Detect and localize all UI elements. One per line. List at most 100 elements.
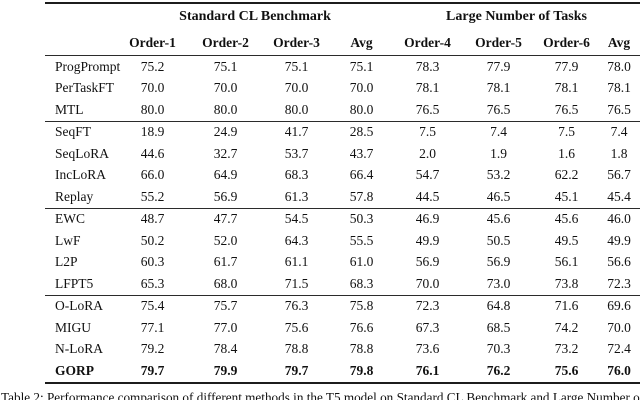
column-header-order-1: Order-1 xyxy=(129,35,176,50)
value-cell: 72.3 xyxy=(607,275,631,291)
table-row: IncLoRA 66.0 64.9 68.3 66.4 54.7 53.2 62.2 56.7 xyxy=(45,165,640,187)
table-header: Standard CL Benchmark Large Number of Ta… xyxy=(45,3,640,56)
column-header-order-6: Order-6 xyxy=(543,35,590,50)
method-cell: Replay xyxy=(55,188,94,204)
value-cell: 76.5 xyxy=(607,101,631,117)
value-cell: 7.5 xyxy=(419,124,436,140)
value-cell: 76.3 xyxy=(284,298,309,314)
value-cell: 68.3 xyxy=(349,275,374,291)
value-cell: 68.0 xyxy=(213,275,238,291)
value-cell: 64.3 xyxy=(284,232,309,248)
value-cell: 50.5 xyxy=(486,232,511,248)
table-row: SeqFT 18.9 24.9 41.7 28.5 7.5 7.4 7.5 7.4 xyxy=(45,121,640,143)
group-header-row: Standard CL Benchmark Large Number of Ta… xyxy=(45,3,640,28)
table-row: ProgPrompt 75.2 75.1 75.1 75.1 78.3 77.9 77.9 78… xyxy=(45,56,640,78)
value-cell: 65.3 xyxy=(140,275,165,291)
value-cell: 45.4 xyxy=(607,188,631,204)
value-cell: 67.3 xyxy=(415,319,440,335)
value-cell: 75.6 xyxy=(554,362,579,378)
value-cell: 55.5 xyxy=(349,232,374,248)
value-cell: 1.8 xyxy=(610,145,628,161)
value-cell: 75.2 xyxy=(140,58,165,74)
value-cell: 79.7 xyxy=(140,362,165,378)
method-cell: MTL xyxy=(55,101,84,117)
value-cell: 76.6 xyxy=(349,319,374,335)
value-cell: 44.5 xyxy=(415,188,440,204)
value-cell: 79.8 xyxy=(349,362,374,378)
value-cell: 71.6 xyxy=(554,298,579,314)
value-cell: 78.1 xyxy=(607,80,631,96)
value-cell: 55.2 xyxy=(140,188,165,204)
value-cell: 72.3 xyxy=(415,298,440,314)
table-row: Replay 55.2 56.9 61.3 57.8 44.5 46.5 45.1 45.4 xyxy=(45,186,640,208)
method-cell: GORP xyxy=(55,362,94,378)
value-cell: 46.0 xyxy=(607,211,631,227)
table-section: SeqFT 18.9 24.9 41.7 28.5 7.5 7.4 7.5 7.4 SeqLoRA… xyxy=(45,121,640,208)
value-cell: 57.8 xyxy=(349,188,374,204)
column-header-avg-1: Avg xyxy=(350,35,373,50)
value-cell: 56.1 xyxy=(554,254,579,270)
table-row: O-LoRA 75.4 75.7 76.3 75.8 72.3 64.8 71.6 69.6 xyxy=(45,295,640,317)
value-cell: 46.5 xyxy=(486,188,511,204)
value-cell: 78.4 xyxy=(213,341,238,357)
value-cell: 70.0 xyxy=(349,80,374,96)
value-cell: 61.1 xyxy=(284,254,309,270)
value-cell: 77.0 xyxy=(213,319,238,335)
value-cell: 71.5 xyxy=(284,275,309,291)
value-cell: 49.5 xyxy=(554,232,579,248)
value-cell: 76.2 xyxy=(486,362,511,378)
method-cell: IncLoRA xyxy=(55,167,106,183)
value-cell: 76.5 xyxy=(554,101,579,117)
method-cell: EWC xyxy=(55,211,85,227)
value-cell: 53.7 xyxy=(284,145,309,161)
corner-cell xyxy=(45,3,117,28)
value-cell: 80.0 xyxy=(349,101,374,117)
column-header-order-5: Order-5 xyxy=(475,35,522,50)
value-cell: 78.8 xyxy=(284,341,309,357)
table-row: GORP 79.7 79.9 79.7 79.8 76.1 76.2 75.6 76.0 xyxy=(45,360,640,383)
value-cell: 73.8 xyxy=(554,275,579,291)
value-cell: 79.9 xyxy=(213,362,238,378)
column-header-row: Order-1 Order-2 Order-3 Avg Order-4 Orde… xyxy=(45,28,640,56)
value-cell: 77.9 xyxy=(486,58,511,74)
method-cell: SeqFT xyxy=(55,124,92,140)
value-cell: 73.6 xyxy=(415,341,440,357)
value-cell: 80.0 xyxy=(140,101,165,117)
table-row: MTL 80.0 80.0 80.0 80.0 76.5 76.5 76.5 76.5 xyxy=(45,99,640,121)
method-cell: MIGU xyxy=(55,319,91,335)
group-header-standard-cl: Standard CL Benchmark xyxy=(179,9,331,24)
value-cell: 76.1 xyxy=(415,362,440,378)
value-cell: 56.9 xyxy=(213,188,238,204)
value-cell: 56.9 xyxy=(486,254,511,270)
table-section: O-LoRA 75.4 75.7 76.3 75.8 72.3 64.8 71.6 69.6 MI… xyxy=(45,295,640,383)
value-cell: 7.4 xyxy=(490,124,507,140)
results-table: Standard CL Benchmark Large Number of Ta… xyxy=(45,2,640,384)
value-cell: 61.7 xyxy=(213,254,238,270)
value-cell: 1.6 xyxy=(558,145,575,161)
value-cell: 78.0 xyxy=(607,58,631,74)
value-cell: 43.7 xyxy=(349,145,374,161)
value-cell: 50.2 xyxy=(140,232,165,248)
method-cell: N-LoRA xyxy=(55,341,103,357)
value-cell: 28.5 xyxy=(349,124,374,140)
value-cell: 54.5 xyxy=(284,211,309,227)
value-cell: 80.0 xyxy=(213,101,238,117)
value-cell: 62.2 xyxy=(554,167,579,183)
table-row: MIGU 77.1 77.0 75.6 76.6 67.3 68.5 74.2 70.0 xyxy=(45,317,640,339)
column-header-avg-2: Avg xyxy=(607,35,631,50)
value-cell: 75.1 xyxy=(349,58,374,74)
value-cell: 41.7 xyxy=(284,124,309,140)
table-row: EWC 48.7 47.7 54.5 50.3 46.9 45.6 45.6 46.0 xyxy=(45,208,640,230)
value-cell: 45.6 xyxy=(554,211,579,227)
method-cell: LFPT5 xyxy=(55,275,94,291)
value-cell: 50.3 xyxy=(349,211,374,227)
table-section: ProgPrompt 75.2 75.1 75.1 75.1 78.3 77.9 77.9 78… xyxy=(45,56,640,121)
table-section: EWC 48.7 47.7 54.5 50.3 46.9 45.6 45.6 46.0 LwF 50… xyxy=(45,208,640,295)
value-cell: 44.6 xyxy=(140,145,165,161)
value-cell: 49.9 xyxy=(607,232,631,248)
value-cell: 45.1 xyxy=(554,188,579,204)
column-header-order-2: Order-2 xyxy=(202,35,249,50)
value-cell: 56.9 xyxy=(415,254,440,270)
value-cell: 66.0 xyxy=(140,167,165,183)
